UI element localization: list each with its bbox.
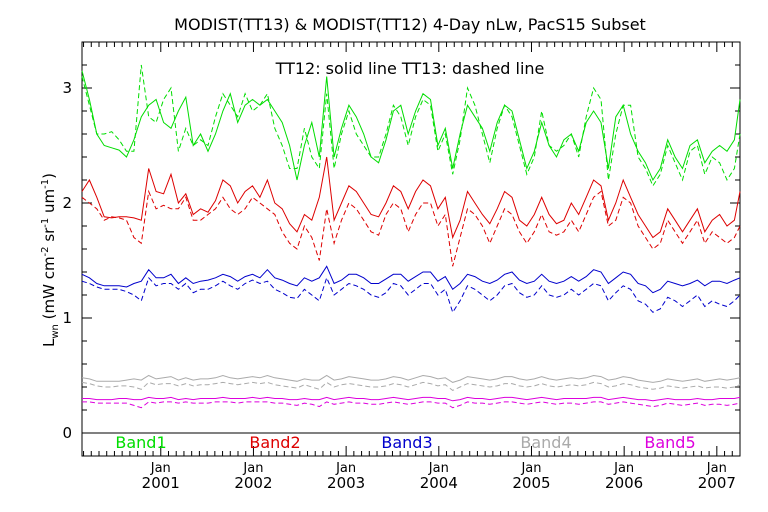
- series-band4-tt13: [81, 381, 741, 391]
- x-tick-year: 2005: [512, 474, 550, 492]
- x-tick-year: 2002: [234, 474, 272, 492]
- x-tick-year: 2004: [420, 474, 458, 492]
- series-band4-tt12: [81, 374, 741, 383]
- x-tick-month: Jan: [520, 461, 541, 476]
- y-tick-label: 2: [62, 194, 72, 212]
- legend-band4: Band4: [520, 433, 571, 452]
- chart-title: MODIST(TT13) & MODIST(TT12) 4-Day nLw, P…: [174, 15, 646, 34]
- y-label-units-open: (mW cm: [40, 256, 58, 324]
- series-band2-tt12: [81, 156, 741, 240]
- x-tick-month: Jan: [335, 461, 356, 476]
- y-axis-label: Lwn (mW cm-2 sr-1 um-1): [40, 173, 61, 347]
- x-tick-year: 2001: [142, 474, 180, 492]
- series-band5-tt12: [82, 396, 741, 402]
- x-tick-year: 2007: [698, 474, 736, 492]
- x-tick-month: Jan: [150, 461, 171, 476]
- series-band2-tt13: [81, 189, 741, 267]
- line-style-note: TT12: solid line TT13: dashed line: [275, 59, 545, 78]
- y-label-subscript: wn: [50, 324, 61, 339]
- x-tick-year: 2003: [327, 474, 365, 492]
- y-label-symbol: L: [40, 338, 58, 347]
- plot-area: 0123Jan2001Jan2002Jan2003Jan2004Jan2005J…: [62, 41, 741, 492]
- x-tick-year: 2006: [605, 474, 643, 492]
- series-band1-tt13: [81, 64, 741, 187]
- series-band1-tt12: [81, 70, 741, 182]
- legend-band1: Band1: [115, 433, 166, 452]
- y-tick-label: 1: [62, 309, 72, 327]
- x-tick-month: Jan: [242, 461, 263, 476]
- series-band5-tt13: [82, 401, 741, 409]
- y-tick-label: 3: [62, 79, 72, 97]
- x-tick-month: Jan: [428, 461, 449, 476]
- svg-text:Lwn (mW cm-2 sr-1 um-1): Lwn (mW cm-2 sr-1 um-1): [40, 173, 61, 347]
- series-band3-tt12: [81, 265, 741, 294]
- x-tick-month: Jan: [613, 461, 634, 476]
- x-tick-month: Jan: [706, 461, 727, 476]
- legend-band3: Band3: [381, 433, 432, 452]
- y-tick-label: 0: [62, 424, 72, 442]
- series-band3-tt13: [81, 276, 741, 314]
- plot-frame: [81, 41, 741, 457]
- legend-band5: Band5: [644, 433, 695, 452]
- legend-band2: Band2: [249, 433, 300, 452]
